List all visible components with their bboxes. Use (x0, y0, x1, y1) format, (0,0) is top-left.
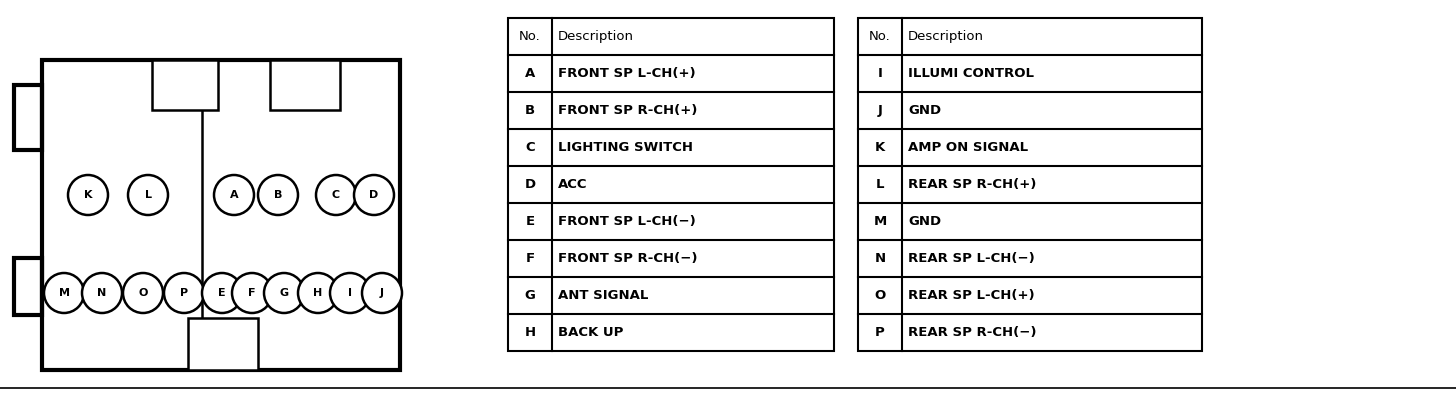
Text: FRONT SP R-CH(+): FRONT SP R-CH(+) (558, 104, 697, 117)
Circle shape (165, 273, 204, 313)
Circle shape (354, 175, 395, 215)
Text: ILLUMI CONTROL: ILLUMI CONTROL (909, 67, 1034, 80)
Text: GND: GND (909, 104, 941, 117)
Bar (858, 18, 1203, 351)
Circle shape (363, 273, 402, 313)
Text: G: G (280, 288, 288, 298)
Text: D: D (370, 190, 379, 200)
Circle shape (122, 273, 163, 313)
Bar (508, 18, 834, 351)
Text: J: J (380, 288, 384, 298)
Text: A: A (524, 67, 536, 80)
Text: D: D (524, 178, 536, 191)
Text: P: P (181, 288, 188, 298)
Text: AMP ON SIGNAL: AMP ON SIGNAL (909, 141, 1028, 154)
Text: ANT SIGNAL: ANT SIGNAL (558, 289, 648, 302)
Text: GND: GND (909, 215, 941, 228)
Circle shape (44, 273, 84, 313)
Text: K: K (875, 141, 885, 154)
Text: O: O (138, 288, 147, 298)
Bar (508, 18, 834, 351)
Circle shape (82, 273, 122, 313)
Circle shape (298, 273, 338, 313)
Bar (188, 318, 258, 370)
Text: L: L (144, 190, 151, 200)
Circle shape (68, 175, 108, 215)
Circle shape (214, 175, 253, 215)
Text: No.: No. (869, 30, 891, 43)
Circle shape (264, 273, 304, 313)
Circle shape (202, 273, 242, 313)
Text: F: F (249, 288, 256, 298)
Bar (42, 60, 400, 370)
Text: E: E (218, 288, 226, 298)
Text: FRONT SP L-CH(+): FRONT SP L-CH(+) (558, 67, 696, 80)
Bar (269, 60, 341, 110)
Bar (15, 258, 42, 315)
Text: REAR SP L-CH(+): REAR SP L-CH(+) (909, 289, 1035, 302)
Text: N: N (875, 252, 885, 265)
Text: LIGHTING SWITCH: LIGHTING SWITCH (558, 141, 693, 154)
Circle shape (232, 273, 272, 313)
Text: I: I (878, 67, 882, 80)
Text: Description: Description (558, 30, 633, 43)
Text: M: M (58, 288, 70, 298)
Circle shape (128, 175, 167, 215)
Text: REAR SP R-CH(+): REAR SP R-CH(+) (909, 178, 1037, 191)
Text: H: H (313, 288, 323, 298)
Bar (15, 85, 42, 150)
Text: O: O (875, 289, 885, 302)
Bar (151, 60, 218, 110)
Text: BACK UP: BACK UP (558, 326, 623, 339)
Text: REAR SP L-CH(−): REAR SP L-CH(−) (909, 252, 1035, 265)
Text: J: J (878, 104, 882, 117)
Text: REAR SP R-CH(−): REAR SP R-CH(−) (909, 326, 1037, 339)
Text: G: G (524, 289, 536, 302)
Circle shape (258, 175, 298, 215)
Text: E: E (526, 215, 534, 228)
Circle shape (316, 175, 357, 215)
Text: Description: Description (909, 30, 984, 43)
Text: FRONT SP R-CH(−): FRONT SP R-CH(−) (558, 252, 697, 265)
Text: I: I (348, 288, 352, 298)
Bar (858, 18, 1203, 351)
Text: N: N (98, 288, 106, 298)
Text: C: C (332, 190, 341, 200)
Bar (42, 60, 400, 370)
Text: M: M (874, 215, 887, 228)
Text: L: L (875, 178, 884, 191)
Text: A: A (230, 190, 239, 200)
Text: ACC: ACC (558, 178, 588, 191)
Text: FRONT SP L-CH(−): FRONT SP L-CH(−) (558, 215, 696, 228)
Text: C: C (526, 141, 534, 154)
Text: K: K (84, 190, 92, 200)
Text: B: B (274, 190, 282, 200)
Text: P: P (875, 326, 885, 339)
Circle shape (331, 273, 370, 313)
Text: F: F (526, 252, 534, 265)
Text: No.: No. (520, 30, 540, 43)
Text: B: B (526, 104, 534, 117)
Text: H: H (524, 326, 536, 339)
